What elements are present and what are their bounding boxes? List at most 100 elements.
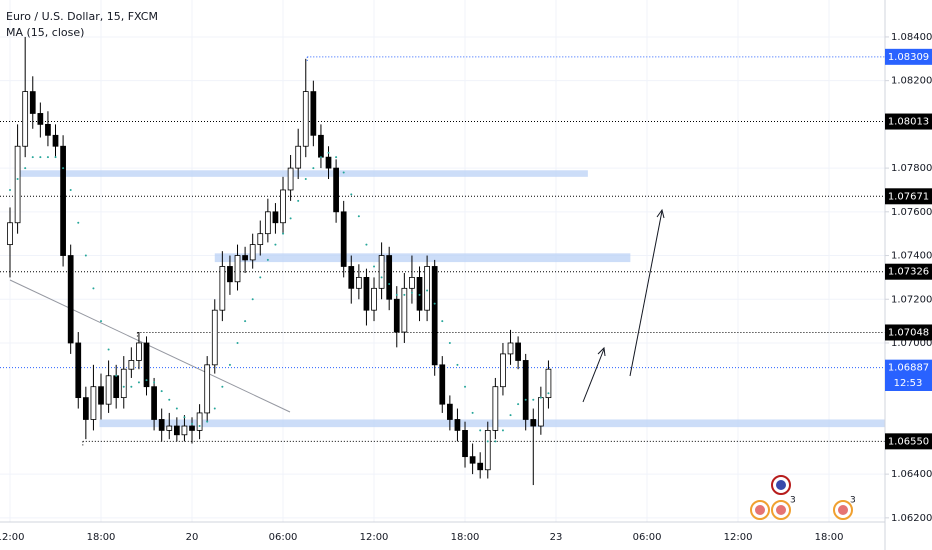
ma-point [54,156,57,159]
ma-point [62,167,65,170]
event-icon-inner [755,505,765,515]
axis: 12:00 18:00 20 06:00 12:00 18:00 23 06:00 12:00 1… [0,32,932,543]
candle-body [22,91,29,147]
x-tick-label: 23 [550,532,563,543]
ma-point [39,156,42,159]
candle-body [128,360,135,370]
candle-body [181,425,188,436]
candle-body [462,430,468,458]
candle-body [492,386,499,431]
candle-body [158,419,165,431]
candle-body [477,462,484,471]
candle-body [143,342,150,388]
ma-point [46,156,49,159]
ma-point [532,398,535,401]
ma-point [312,167,315,170]
candle-body [530,419,537,427]
y-tick-label: 1.06400 [891,469,932,480]
candle-body [264,211,271,235]
ma-point [448,341,451,344]
trend-line [9,279,291,413]
candle-body [196,412,203,431]
candle-body [515,342,521,361]
candle-body [409,276,415,289]
ma-point [213,407,216,410]
candle-body [242,255,248,261]
candle-body [333,167,339,213]
arrows [582,208,665,403]
countdown-box [885,375,932,391]
candles [7,36,552,486]
arrow [582,348,605,403]
ma-point [289,217,292,220]
ma-point [206,420,209,423]
ma-point [441,320,444,323]
ma-point [539,396,542,399]
ma-point [160,390,163,393]
ma-point [327,151,330,154]
candle-body [136,342,142,361]
ma-point [92,287,95,290]
candle-body [67,255,74,344]
candle-body [522,360,529,420]
ma-point [145,379,148,382]
ma-point [130,385,133,388]
ma-point [31,156,34,159]
zones [20,170,885,428]
level-label: 1.06550 [888,436,929,447]
candle-body [82,397,89,420]
ma-point [395,293,398,296]
level-label-box [885,113,932,130]
ma-point [524,398,527,401]
candle-body [120,368,127,399]
ma-point [251,298,254,301]
zone [20,170,588,177]
countdown: 12:53 [894,378,923,389]
event-badges[interactable]: 3 3 [750,475,856,520]
ma-point [236,341,239,344]
candle-body [378,255,385,289]
candle-body [249,244,256,261]
chart-title: Euro / U.S. Dollar, 15, FXCM [6,10,158,23]
ma-point [380,276,383,279]
candle-body [355,276,362,289]
level-label: 1.06887 [888,363,929,374]
event-icon-inner [776,480,786,490]
level-label-box [885,433,932,450]
ma-point [297,199,300,202]
level-label-box [885,48,932,65]
candle-body [325,156,332,169]
candle-body [280,189,286,224]
y-tick-label: 1.07200 [891,294,932,305]
candle-body [257,233,264,246]
ma-point [517,403,520,406]
ma-point [350,193,353,196]
candle-body [431,266,438,366]
candle-body [90,386,97,420]
ma-point [259,276,262,279]
zone [214,253,631,263]
ma-point [9,188,12,191]
ma-point [433,302,436,305]
candle-body [75,342,82,399]
ma-point [137,381,140,384]
candle-body [537,397,544,427]
y-tick-label: 1.07400 [891,251,932,262]
y-tick-label: 1.07000 [891,338,932,349]
ma-point [373,265,376,268]
ma-point [153,381,156,384]
candle-body [393,298,400,333]
indicator-label: MA (15, close) [6,26,84,39]
candle-body [446,403,453,420]
candle-body [348,266,355,289]
ma-point [221,385,224,388]
candle-body [500,353,506,388]
arrow-head [656,208,665,219]
candle-body [45,123,51,136]
candle-body [340,211,347,267]
event-count: 3 [850,496,856,506]
candle-body [545,368,552,399]
candle-body [227,266,233,283]
ma-point [191,422,194,425]
x-tick-label: 06:00 [633,532,662,543]
